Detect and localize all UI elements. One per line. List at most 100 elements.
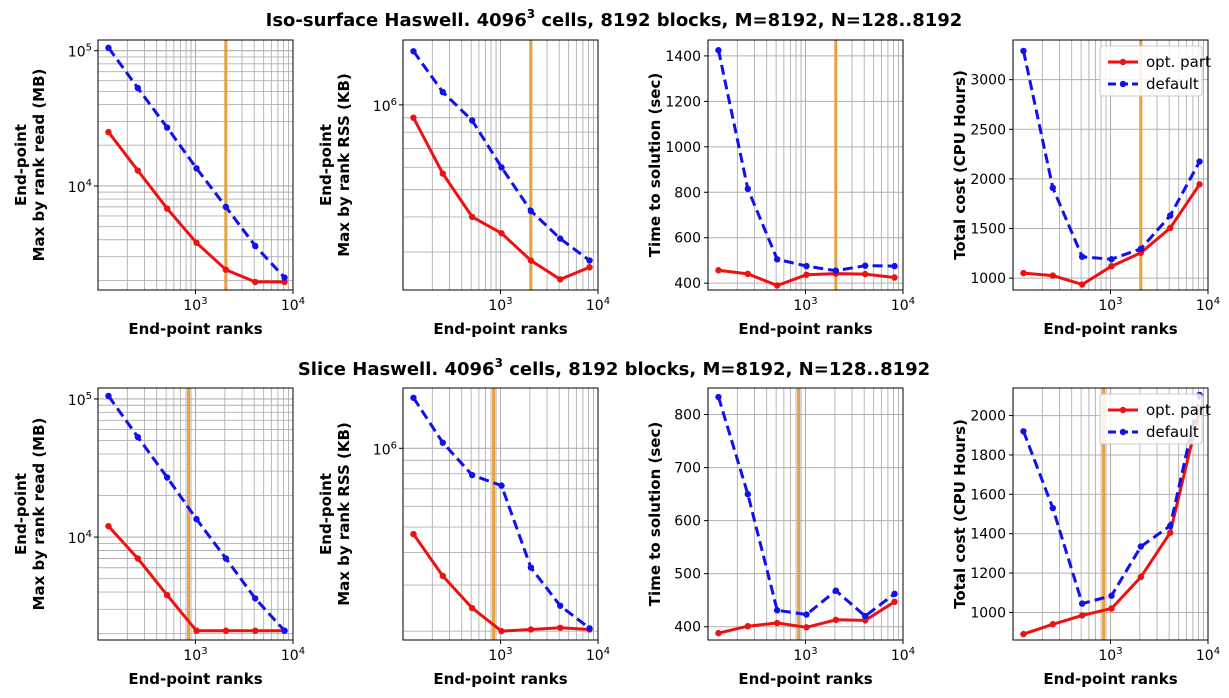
- tick-exponent: 4: [1214, 296, 1220, 307]
- series-line-opt-part: [412, 117, 591, 281]
- legend-label-default: default: [1146, 75, 1199, 93]
- data-point-opt-part: [252, 278, 259, 286]
- y-axis-label-line1: End-point: [317, 124, 335, 206]
- tick-base: 10: [1196, 648, 1214, 664]
- legend-marker-opt-part: [1119, 406, 1127, 414]
- data-point-opt-part: [468, 213, 476, 221]
- row-title-suffix: cells, 8192 blocks, M=8192, N=128..8192: [503, 359, 930, 380]
- tick-base: 10: [1196, 298, 1214, 314]
- y-axis-label: Total cost (CPU Hours): [951, 70, 969, 260]
- row-title-superscript: 3: [495, 356, 503, 370]
- data-point-default: [557, 602, 564, 609]
- x-tick-label: 104: [891, 646, 915, 664]
- data-point-opt-part: [163, 205, 171, 212]
- data-point-opt-part: [498, 230, 505, 237]
- data-point-opt-part: [715, 629, 722, 637]
- x-tick-label: 103: [1098, 296, 1122, 314]
- data-point-default: [498, 482, 505, 489]
- tick-exponent: 4: [604, 296, 610, 307]
- tick-base: 10: [488, 298, 506, 314]
- tick-exponent: 6: [391, 440, 397, 451]
- y-tick-label: 105: [68, 43, 92, 61]
- series-line-opt-part: [412, 533, 590, 633]
- data-point-opt-part: [222, 266, 230, 273]
- data-point-opt-part: [832, 616, 840, 624]
- tick-base: 10: [373, 442, 391, 458]
- data-point-opt-part: [439, 572, 447, 580]
- data-point-default: [498, 164, 505, 171]
- tick-exponent: 3: [1116, 296, 1122, 307]
- data-point-opt-part: [773, 619, 781, 627]
- series-line-default: [412, 50, 591, 262]
- tick-exponent: 4: [86, 178, 92, 189]
- data-point-opt-part: [1167, 224, 1174, 232]
- data-point-opt-part: [410, 114, 417, 121]
- data-point-opt-part: [1049, 621, 1057, 628]
- x-axis-label: End-point ranks: [1043, 320, 1177, 338]
- data-point-default: [410, 48, 417, 55]
- tick-exponent: 3: [506, 296, 512, 307]
- data-point-default: [105, 392, 112, 400]
- y-tick-label: 2500: [970, 122, 1006, 138]
- tick-base: 10: [183, 648, 201, 664]
- data-point-opt-part: [1078, 612, 1086, 619]
- data-point-opt-part: [557, 624, 564, 631]
- tick-exponent: 3: [811, 296, 817, 307]
- data-point-default: [832, 267, 840, 274]
- data-point-opt-part: [891, 274, 898, 281]
- y-tick-label: 105: [68, 391, 92, 409]
- data-point-default: [1078, 600, 1086, 607]
- data-point-default: [891, 590, 898, 598]
- y-tick-label: 500: [674, 567, 701, 583]
- data-point-opt-part: [1108, 605, 1115, 612]
- tick-base: 10: [68, 393, 86, 409]
- x-axis-label: End-point ranks: [433, 670, 567, 688]
- y-tick-label: 700: [674, 461, 701, 477]
- tick-exponent: 4: [86, 529, 92, 540]
- data-point-default: [862, 262, 869, 269]
- series-line-default: [717, 396, 896, 618]
- row-title-iso-surface: Iso-surface Haswell. 40963 cells, 8192 b…: [266, 7, 963, 31]
- tick-base: 10: [1098, 298, 1116, 314]
- tick-exponent: 3: [811, 646, 817, 657]
- data-point-default: [832, 587, 840, 594]
- data-point-default: [744, 490, 752, 498]
- data-point-default: [1167, 212, 1174, 219]
- x-tick-label: 103: [1098, 646, 1122, 664]
- data-point-default: [803, 611, 810, 618]
- tick-base: 10: [281, 298, 299, 314]
- data-point-opt-part: [803, 271, 810, 278]
- x-axis-label: End-point ranks: [1043, 670, 1177, 688]
- tick-exponent: 6: [391, 97, 397, 108]
- data-point-default: [222, 555, 230, 562]
- data-point-opt-part: [803, 624, 810, 631]
- data-point-opt-part: [193, 239, 200, 246]
- data-point-opt-part: [1137, 573, 1145, 581]
- tick-base: 10: [586, 648, 604, 664]
- row-title-suffix: cells, 8192 blocks, M=8192, N=128..8192: [535, 10, 962, 31]
- tick-base: 10: [68, 45, 86, 61]
- y-axis-label-line1: End-point: [12, 473, 30, 555]
- series-line-opt-part: [1023, 183, 1201, 286]
- data-point-opt-part: [1108, 262, 1115, 270]
- data-point-opt-part: [1020, 630, 1027, 638]
- y-tick-label: 1500: [970, 221, 1006, 237]
- data-point-default: [586, 625, 593, 632]
- tick-exponent: 5: [86, 391, 92, 402]
- data-point-opt-part: [1167, 529, 1174, 536]
- data-point-default: [803, 262, 810, 270]
- row-title-slice: Slice Haswell. 40963 cells, 8192 blocks,…: [298, 356, 930, 380]
- data-point-opt-part: [410, 530, 417, 538]
- x-axis-label: End-point ranks: [433, 320, 567, 338]
- data-point-default: [439, 439, 447, 446]
- legend-marker-default: [1119, 80, 1127, 88]
- y-tick-label: 106: [373, 97, 397, 115]
- x-axis-label: End-point ranks: [128, 320, 262, 338]
- data-point-default: [468, 117, 476, 124]
- data-point-opt-part: [1196, 181, 1203, 188]
- data-point-default: [1108, 256, 1115, 263]
